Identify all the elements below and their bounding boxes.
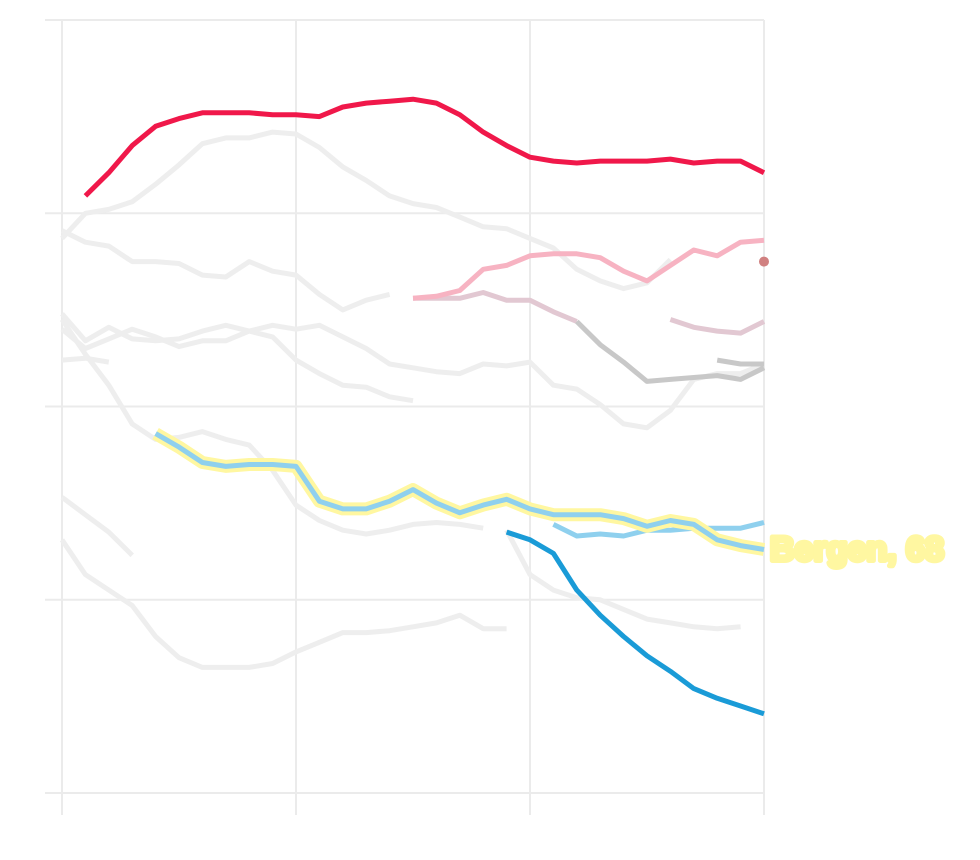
line bbox=[552, 520, 765, 539]
point bbox=[759, 256, 769, 267]
line bbox=[83, 96, 766, 198]
line bbox=[60, 326, 414, 404]
line bbox=[412, 237, 765, 301]
line bbox=[60, 129, 673, 292]
line bbox=[61, 355, 110, 365]
annotation: Bergen, 68 bbox=[770, 530, 944, 568]
line bbox=[60, 228, 391, 313]
line bbox=[716, 357, 764, 367]
line bbox=[59, 318, 484, 537]
line bbox=[575, 319, 766, 384]
line bbox=[669, 317, 766, 336]
line bbox=[504, 529, 741, 632]
line bbox=[413, 290, 578, 324]
line bbox=[59, 538, 507, 670]
line bbox=[154, 431, 765, 552]
line bbox=[60, 312, 765, 431]
line bbox=[60, 495, 134, 558]
line bbox=[505, 529, 765, 717]
